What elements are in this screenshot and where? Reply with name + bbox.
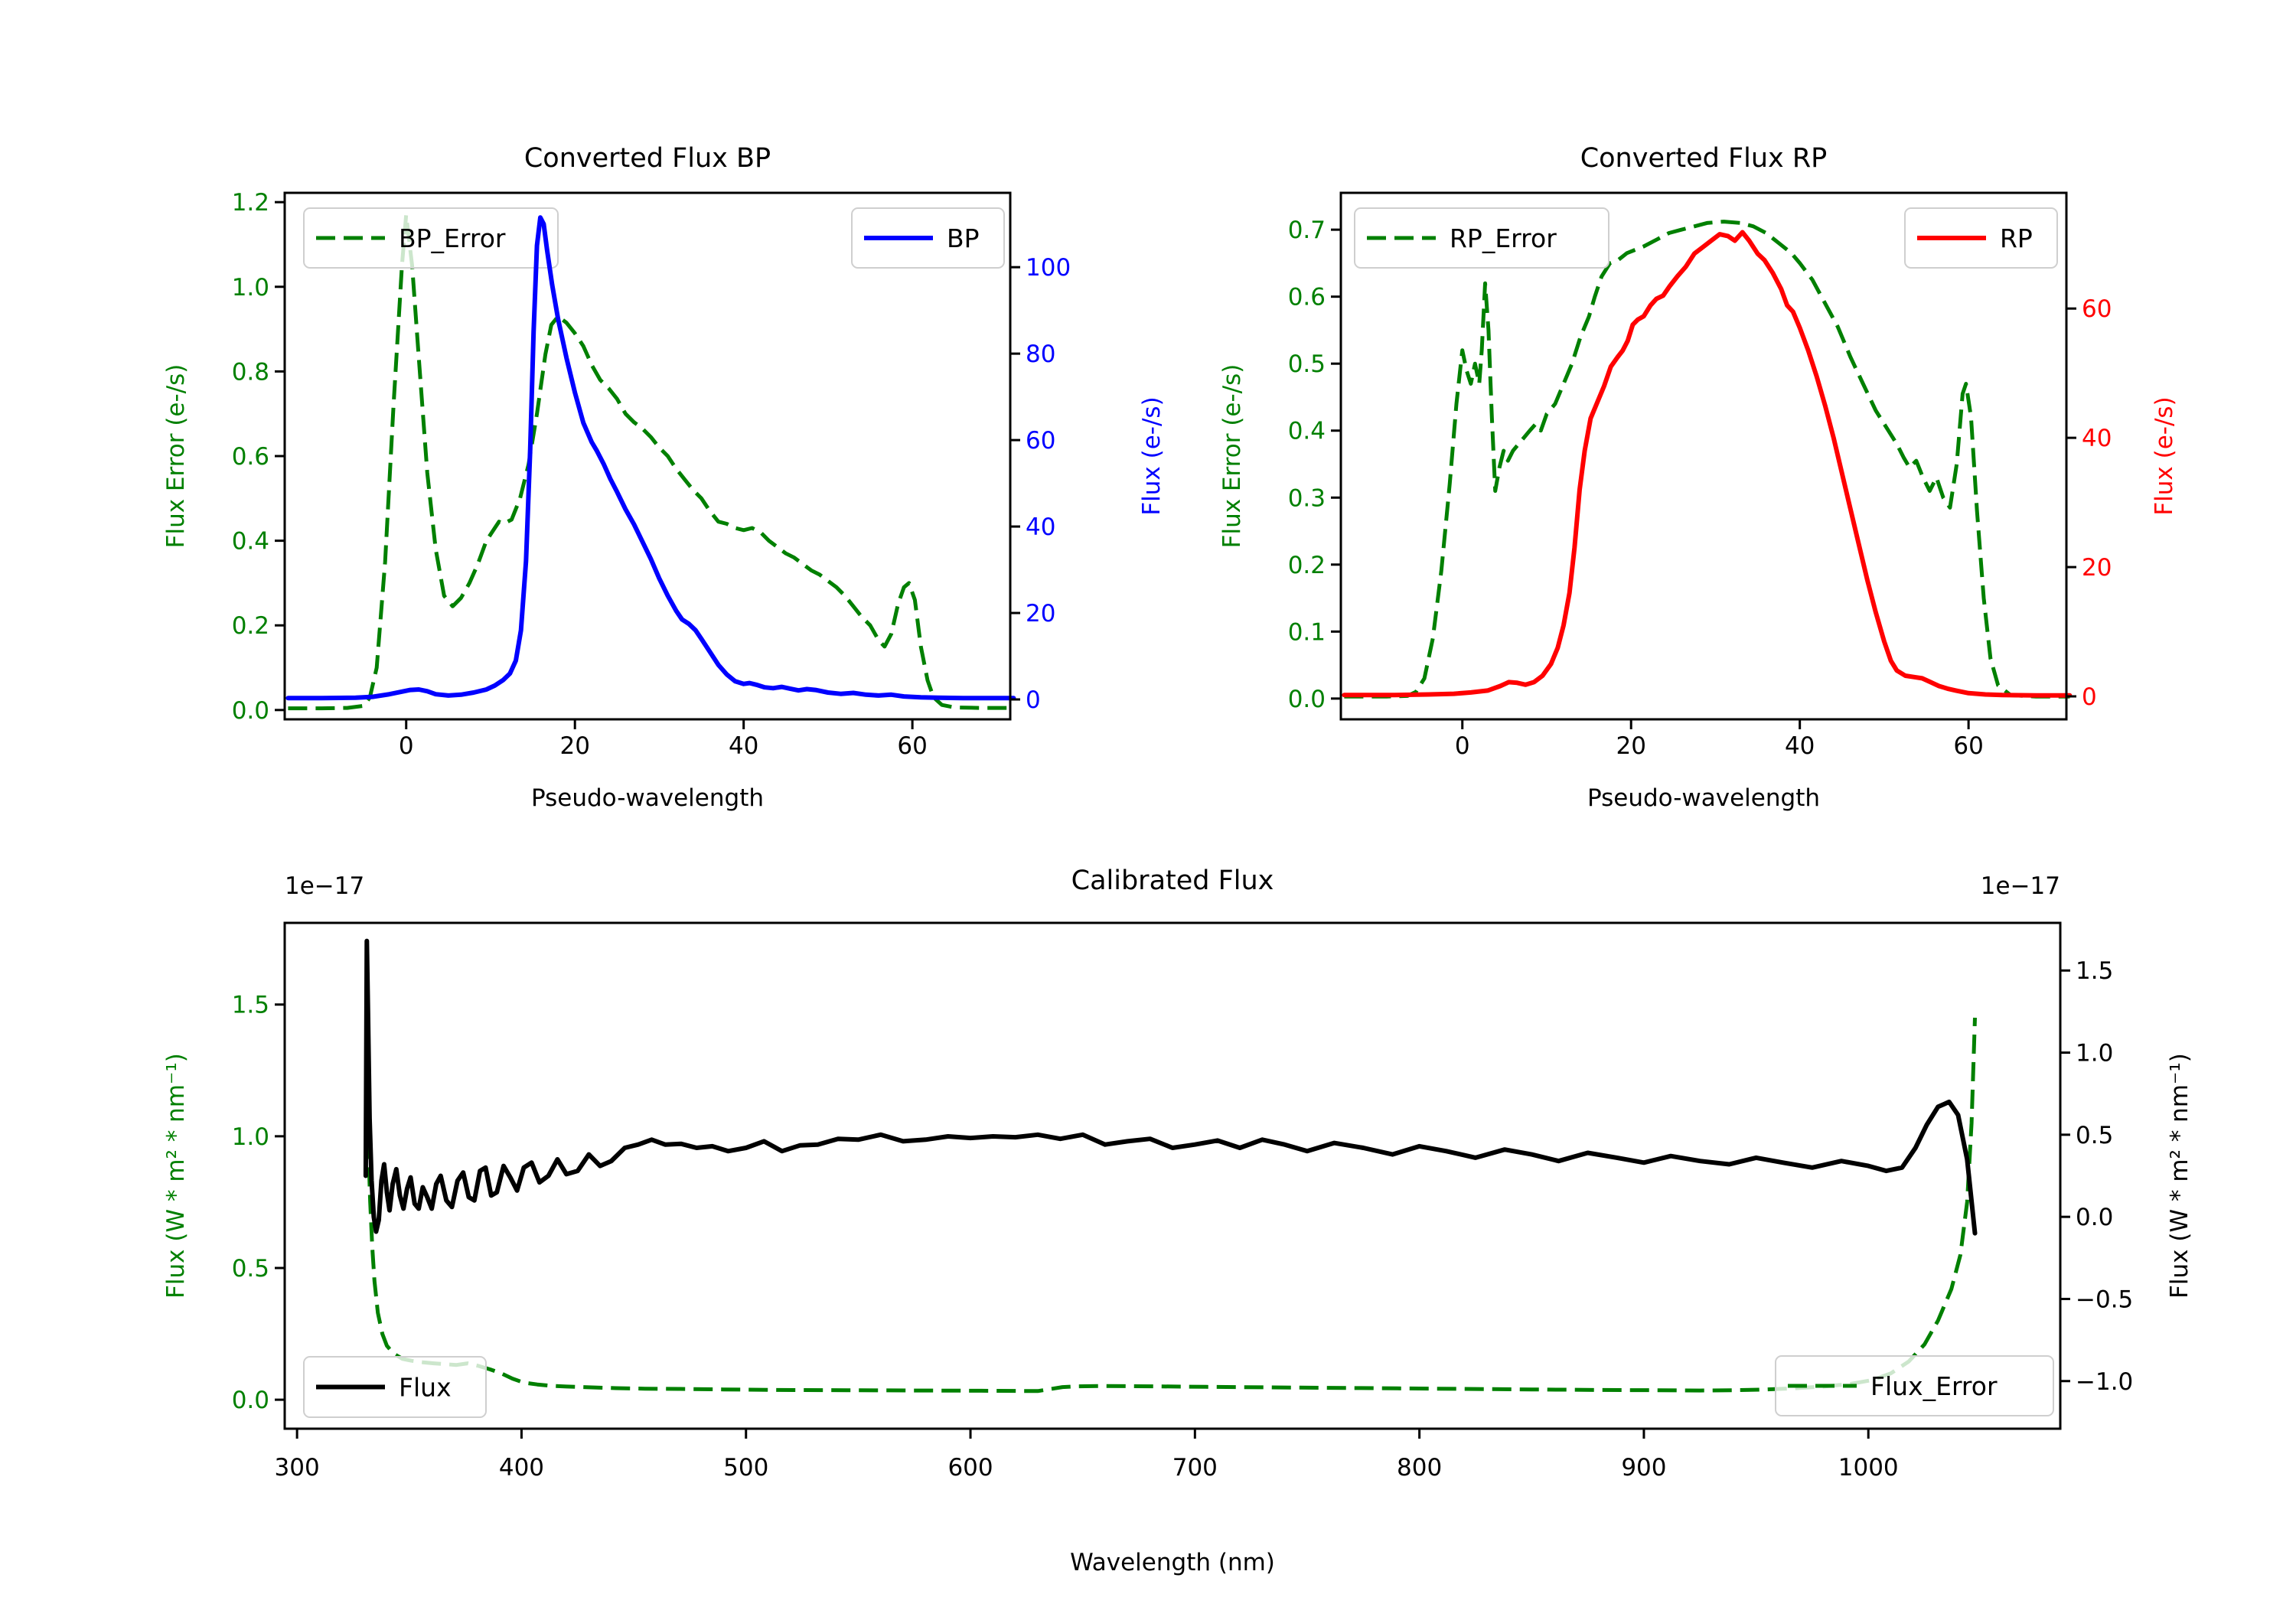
axes-frame (1339, 191, 2068, 721)
left-y-tick-label: 1.2 (232, 189, 269, 217)
left-y-tick-label: 1.0 (232, 274, 269, 302)
series-line-RP (1342, 230, 2073, 698)
x-tick-label: 20 (1616, 732, 1645, 760)
panel-title-1: Converted Flux RP (1580, 143, 1828, 174)
right-y-tick-label: 20 (2082, 554, 2112, 582)
legend-label-RP_Error: RP_Error (1450, 223, 1557, 253)
left-y-tick-label: 0.4 (232, 528, 269, 556)
legend-box-BP_Error (303, 207, 559, 269)
legend-label-RP: RP (2000, 223, 2033, 253)
right-y-tick-label: 20 (1026, 600, 1055, 627)
right-y-tick-label: 1.5 (2076, 957, 2113, 985)
x-tick-label: 40 (1785, 732, 1815, 760)
x-tick-label: 600 (947, 1454, 993, 1482)
legend-box-RP_Error (1354, 207, 1609, 269)
right-y-tick-label: 0 (2082, 683, 2097, 711)
series-line-BP_Error (288, 213, 1014, 711)
left-y-tick-label: 0.6 (232, 443, 269, 471)
left-y-tick-label: 0.0 (232, 1387, 269, 1414)
left-y-axis-label: Flux Error (e-/s) (162, 364, 190, 549)
x-tick-label: 0 (399, 732, 414, 760)
left-y-tick-label: 0.7 (1288, 217, 1326, 244)
left-y-tick-label: 0.6 (1288, 284, 1326, 311)
axes-frame (283, 191, 1012, 721)
right-y-tick-label: 1.0 (2076, 1040, 2113, 1068)
right-y-axis-label: Flux (W * m² * nm⁻¹) (2166, 1053, 2193, 1299)
left-y-tick-label: 0.5 (232, 1255, 269, 1283)
left-y-tick-label: 0.4 (1288, 418, 1326, 445)
x-tick-label: 60 (897, 732, 927, 760)
left-y-tick-label: 0.5 (1288, 350, 1326, 378)
right-y-tick-label: 0.5 (2076, 1122, 2113, 1149)
right-y-tick-label: 60 (1026, 427, 1055, 455)
series-line-RP_Error (1344, 220, 2070, 699)
legend-box-Flux_Error (1775, 1355, 2054, 1416)
x-tick-label: 1000 (1838, 1454, 1899, 1482)
legend-label-BP_Error: BP_Error (399, 223, 506, 253)
axes-frame (283, 921, 2062, 1430)
right-y-tick-label: 100 (1026, 254, 1071, 282)
left-y-tick-label: 0.0 (1288, 686, 1326, 713)
legend-label-Flux: Flux (399, 1373, 452, 1403)
legend-box-Flux (303, 1356, 487, 1418)
right-y-tick-label: 80 (1026, 341, 1055, 368)
x-axis-label: Pseudo-wavelength (531, 784, 764, 812)
x-tick-label: 500 (723, 1454, 768, 1482)
left-y-tick-label: 0.8 (232, 358, 269, 386)
x-tick-label: 300 (275, 1454, 320, 1482)
series-line-BP (285, 215, 1016, 701)
panel-title-0: Converted Flux BP (524, 143, 771, 174)
left-y-tick-label: 0.2 (232, 612, 269, 640)
left-y-tick-label: 0.2 (1288, 552, 1326, 579)
left-y-tick-label: 0.3 (1288, 484, 1326, 512)
axis-offset-text: 1e−17 (285, 872, 364, 900)
x-tick-label: 60 (1953, 732, 1983, 760)
left-y-axis-label: Flux Error (e-/s) (1218, 364, 1246, 549)
right-y-tick-label: −1.0 (2076, 1368, 2133, 1396)
right-y-tick-label: −0.5 (2076, 1286, 2133, 1313)
right-y-tick-label: 40 (2082, 425, 2112, 452)
x-tick-label: 900 (1621, 1454, 1666, 1482)
left-y-axis-label: Flux (W * m² * nm⁻¹) (162, 1053, 190, 1299)
x-tick-label: 20 (559, 732, 589, 760)
x-axis-label: Pseudo-wavelength (1587, 784, 1820, 812)
right-y-tick-label: 0 (1026, 686, 1041, 714)
right-y-tick-label: 0.0 (2076, 1204, 2113, 1231)
x-tick-label: 700 (1172, 1454, 1218, 1482)
left-y-tick-label: 0.1 (1288, 618, 1326, 646)
right-y-axis-label: Flux (e-/s) (2151, 396, 2178, 515)
left-y-tick-label: 1.0 (232, 1123, 269, 1151)
left-y-tick-label: 1.5 (232, 992, 269, 1019)
x-tick-label: 800 (1397, 1454, 1442, 1482)
x-tick-label: 400 (499, 1454, 544, 1482)
series-line-Flux (363, 938, 1978, 1236)
right-y-tick-label: 40 (1026, 513, 1055, 541)
panel-title-2: Calibrated Flux (1071, 865, 1274, 896)
x-axis-label: Wavelength (nm) (1070, 1549, 1275, 1576)
right-y-axis-label: Flux (e-/s) (1138, 396, 1166, 515)
legend-label-Flux_Error: Flux_Error (1870, 1371, 1998, 1401)
x-tick-label: 0 (1455, 732, 1470, 760)
x-tick-label: 40 (729, 732, 758, 760)
series-line-Flux_Error (364, 1017, 1977, 1393)
right-y-tick-label: 60 (2082, 295, 2112, 323)
axis-offset-text: 1e−17 (1981, 872, 2060, 900)
left-y-tick-label: 0.0 (232, 697, 269, 725)
legend-label-BP: BP (947, 223, 980, 253)
